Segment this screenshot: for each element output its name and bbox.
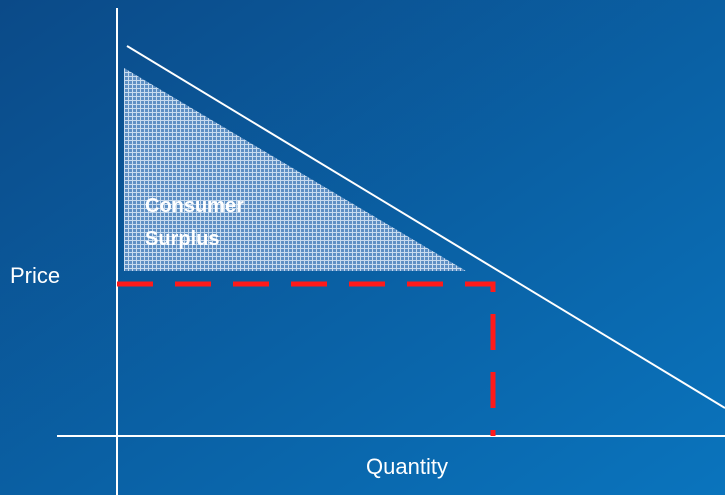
y-axis-label: Price	[10, 263, 60, 288]
price-quantity-guide	[117, 281, 496, 436]
area-label: Surplus	[145, 228, 219, 250]
x-axis-label: Quantity	[366, 454, 448, 479]
consumer-surplus-area	[124, 68, 466, 271]
demand-curve	[126, 45, 725, 409]
area-label: Consumer	[145, 195, 244, 217]
